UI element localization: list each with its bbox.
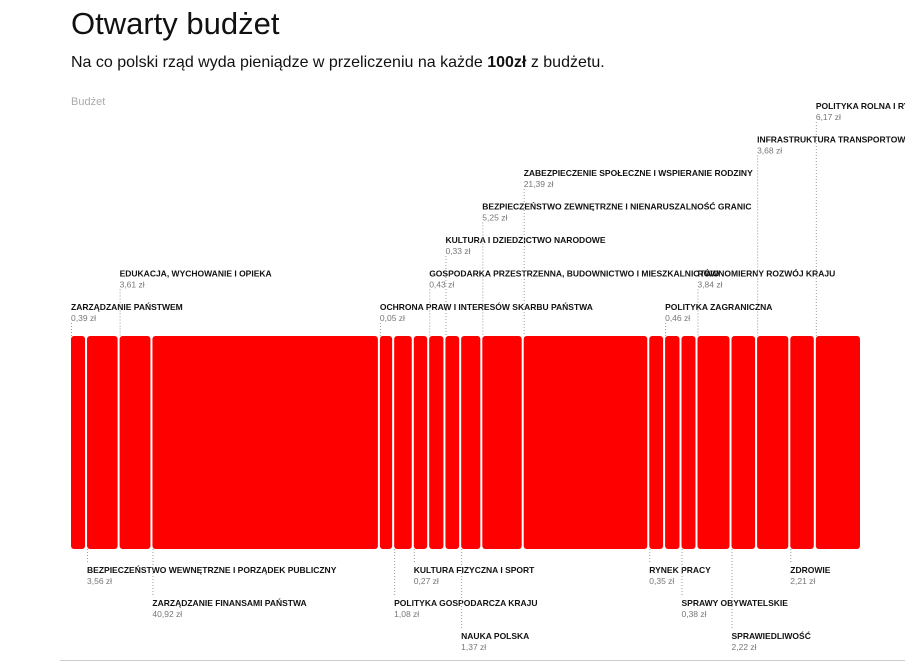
- item-value: 3,56 zł: [87, 576, 112, 586]
- item-name: GOSPODARKA PRZESTRZENNA, BUDOWNICTWO I M…: [429, 269, 719, 279]
- item-name: ZDROWIE: [790, 565, 830, 575]
- budget-bar: [394, 336, 412, 549]
- item-name: KULTURA FIZYCZNA I SPORT: [414, 565, 535, 575]
- item-value: 21,39 zł: [524, 179, 554, 189]
- item-name: RYNEK PRACY: [649, 565, 711, 575]
- item-value: 6,17 zł: [816, 112, 841, 122]
- item-name: ZARZĄDZANIE PAŃSTWEM: [71, 302, 183, 312]
- budget-bar: [482, 336, 522, 549]
- item-name: ZARZĄDZANIE FINANSAMI PAŃSTWA: [152, 598, 306, 608]
- subtitle-text: Na co polski rząd wyda pieniądze w przel…: [71, 54, 483, 71]
- item-value: 1,37 zł: [461, 642, 486, 652]
- item-value: 0,35 zł: [649, 576, 674, 586]
- section-label: Budżet: [71, 96, 105, 108]
- budget-bar: [649, 336, 664, 549]
- item-value: 0,05 zł: [380, 313, 405, 323]
- item-value: 3,68 zł: [757, 146, 782, 156]
- budget-bar: [152, 336, 378, 549]
- budget-bar: [681, 336, 696, 549]
- item-value: 3,84 zł: [697, 280, 722, 290]
- budget-bar: [429, 336, 444, 549]
- item-value: 2,21 zł: [790, 576, 815, 586]
- item-name: BEZPIECZEŃSTWO WEWNĘTRZNE I PORZĄDEK PUB…: [87, 565, 337, 575]
- item-name: POLITYKA ZAGRANICZNA: [665, 302, 772, 312]
- budget-bar: [445, 336, 460, 549]
- budget-bar: [461, 336, 481, 549]
- subtitle: Na co polski rząd wyda pieniądze w przel…: [71, 54, 605, 72]
- item-name: RÓWNOMIERNY ROZWÓJ KRAJU: [697, 268, 835, 279]
- item-name: SPRAWIEDLIWOŚĆ: [732, 630, 811, 641]
- item-name: KULTURA I DZIEDZICTWO NARODOWE: [445, 235, 605, 245]
- budget-bar: [119, 336, 151, 549]
- item-name: INFRASTRUKTURA TRANSPORTOWA: [757, 135, 905, 145]
- item-name: POLITYKA ROLNA I RYBACKA: [816, 101, 905, 111]
- item-name: ZABEZPIECZENIE SPOŁECZNE I WSPIERANIE RO…: [524, 168, 753, 178]
- item-name: OCHRONA PRAW I INTERESÓW SKARBU PAŃSTWA: [380, 301, 593, 312]
- title: Otwarty budżet: [71, 6, 280, 41]
- item-name: POLITYKA GOSPODARCZA KRAJU: [394, 598, 537, 608]
- item-value: 2,22 zł: [732, 642, 757, 652]
- budget-bar: [87, 336, 118, 549]
- subtitle-text: z budżetu.: [530, 54, 605, 71]
- item-value: 0,38 zł: [681, 609, 706, 619]
- budget-bar: [790, 336, 814, 549]
- budget-bar: [815, 336, 860, 549]
- budget-bar: [413, 336, 428, 549]
- item-value: 0,27 zł: [414, 576, 439, 586]
- item-value: 0,43 zł: [429, 280, 454, 290]
- item-value: 0,46 zł: [665, 313, 690, 323]
- item-value: 40,92 zł: [152, 609, 182, 619]
- subtitle-amount: 100zł: [487, 54, 527, 71]
- budget-bar: [665, 336, 680, 549]
- header: Otwarty budżet Na co polski rząd wyda pi…: [71, 6, 605, 72]
- item-name: EDUKACJA, WYCHOWANIE I OPIEKA: [120, 269, 272, 279]
- item-name: BEZPIECZEŃSTWO ZEWNĘTRZNE I NIENARUSZALN…: [482, 201, 751, 212]
- item-name: SPRAWY OBYWATELSKIE: [681, 598, 788, 608]
- budget-bar: [697, 336, 730, 549]
- item-name: NAUKA POLSKA: [461, 631, 529, 641]
- item-value: 0,39 zł: [71, 313, 96, 323]
- item-value: 1,08 zł: [394, 609, 419, 619]
- item-value: 3,61 zł: [120, 280, 145, 290]
- budget-bar: [379, 336, 393, 549]
- budget-bar: [757, 336, 789, 549]
- item-value: 5,25 zł: [482, 213, 507, 223]
- budget-bar: [71, 336, 86, 549]
- item-value: 0,33 zł: [445, 246, 470, 256]
- budget-bar: [523, 336, 648, 549]
- budget-bar: [731, 336, 756, 549]
